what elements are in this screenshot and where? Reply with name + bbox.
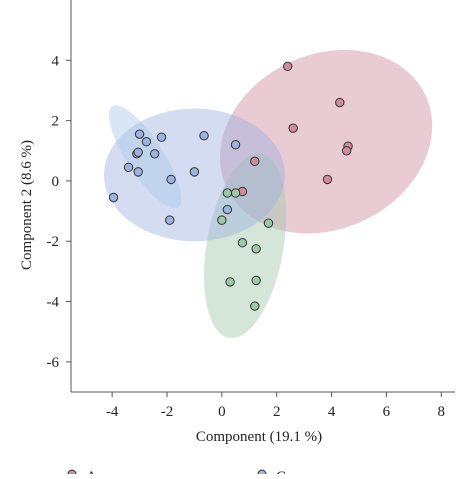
data-point-c (199, 130, 209, 141)
x-tick-label: 0 (218, 404, 226, 420)
x-tick-label: 8 (438, 404, 446, 420)
data-point-b (222, 188, 233, 198)
data-point-b (225, 277, 235, 287)
legend-label: A (86, 469, 97, 474)
y-tick-label: 4 (52, 53, 60, 69)
data-point-c (134, 129, 145, 139)
points-layer (108, 61, 353, 311)
data-point-b (263, 218, 274, 228)
x-tick-label: 6 (383, 404, 391, 420)
data-point-c (133, 147, 143, 157)
data-point-b (250, 301, 260, 311)
data-point-b (217, 215, 227, 225)
data-point-c (230, 140, 241, 150)
data-point-b (230, 188, 241, 198)
data-point-c (222, 204, 233, 215)
data-point-a (335, 97, 345, 108)
ellipse-layer (103, 49, 433, 339)
data-point-c (165, 215, 175, 225)
data-point-c (123, 162, 134, 173)
legend-marker (67, 469, 77, 479)
data-point-c (133, 167, 143, 177)
legend-marker (257, 469, 267, 479)
x-tick-label: -2 (161, 404, 174, 420)
data-point-a (282, 61, 293, 72)
y-tick-label: -6 (47, 355, 60, 371)
legend-item-a: A (67, 469, 97, 479)
data-point-c (166, 174, 176, 185)
legend: AC (67, 469, 286, 479)
y-tick-label: 0 (52, 174, 60, 190)
data-point-b (251, 275, 261, 286)
x-tick-label: -4 (106, 404, 119, 420)
data-point-a (250, 156, 260, 167)
data-point-a (341, 146, 352, 156)
y-tick-label: -2 (47, 234, 60, 250)
data-point-c (149, 149, 160, 159)
y-tick-label: 2 (52, 114, 60, 130)
y-tick-label: -4 (47, 295, 60, 311)
text-layer: Component (19.1 %) Component 2 (8.6 %) -… (19, 53, 445, 445)
data-point-c (189, 167, 200, 177)
x-tick-label: 4 (328, 404, 336, 420)
data-point-b (237, 238, 248, 248)
x-axis-label: Component (19.1 %) (196, 429, 322, 445)
legend-label: C (276, 469, 286, 474)
x-tick-label: 2 (273, 404, 281, 420)
axes-layer (66, 0, 455, 397)
y-axis-label: Component 2 (8.6 %) (19, 140, 35, 270)
data-point-c (156, 132, 167, 142)
data-point-c (108, 192, 119, 203)
confidence-ellipse-extra-0 (108, 105, 182, 209)
data-point-a (288, 123, 298, 133)
data-point-b (251, 244, 261, 254)
confidence-ellipse-a (220, 49, 433, 234)
data-point-c (141, 137, 152, 147)
legend-item-c: C (257, 469, 286, 479)
data-point-a (322, 174, 333, 185)
